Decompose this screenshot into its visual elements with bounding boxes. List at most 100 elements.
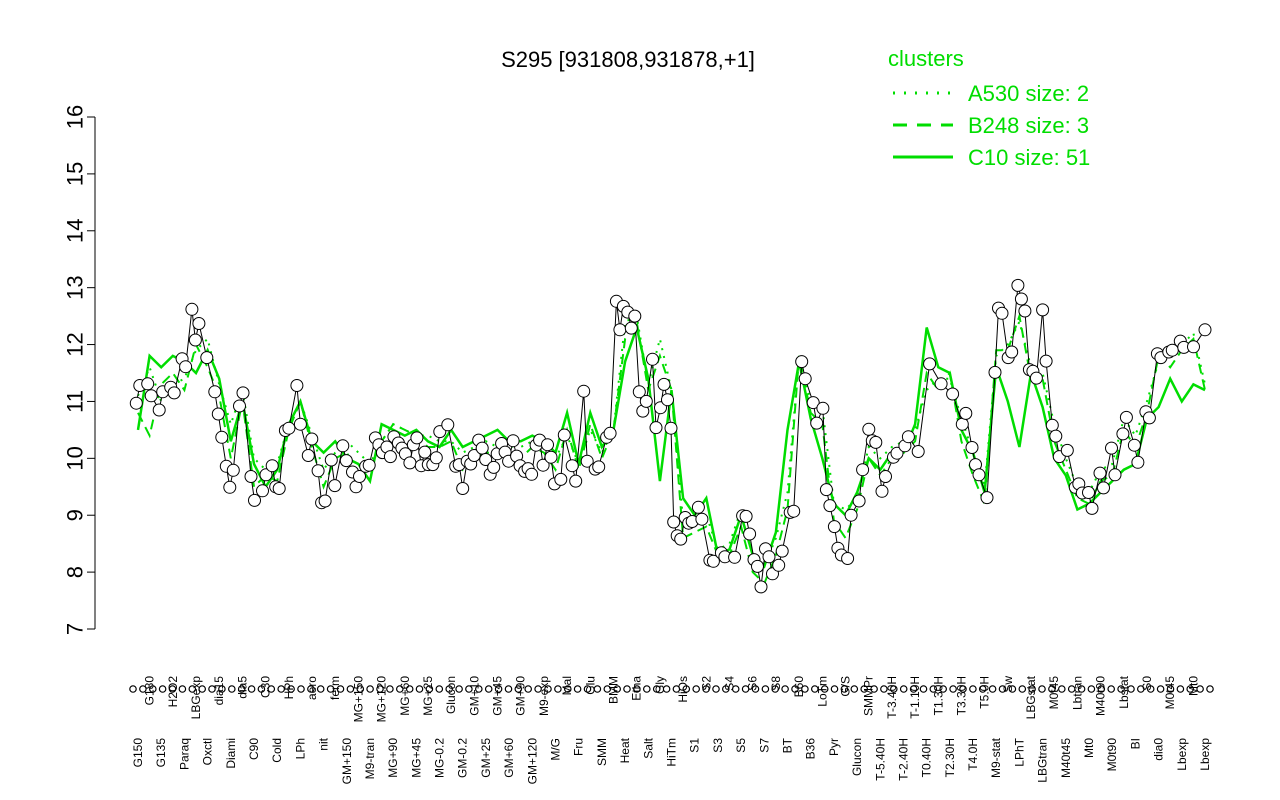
- rug-mark: [277, 685, 286, 693]
- data-point: [995, 306, 1009, 320]
- data-point: [1085, 501, 1099, 515]
- data-point: [403, 456, 417, 470]
- y-tick-label: 8: [63, 566, 88, 578]
- axes: 7 8 9 10 11 12 13 14 15 16: [63, 105, 96, 635]
- rug-mark: [356, 685, 365, 693]
- x-tick-label: SMM: [595, 738, 609, 766]
- rug-mark: [712, 685, 720, 693]
- data-point: [806, 396, 820, 410]
- rug-mark: [801, 685, 809, 693]
- data-point: [282, 421, 296, 435]
- x-tick-label: Diami: [224, 738, 238, 769]
- series-line-solid: [136, 322, 1206, 569]
- x-tick-label: Cold: [270, 738, 284, 763]
- data-point: [185, 302, 199, 316]
- data-point: [1187, 340, 1200, 354]
- x-tick-label: Etha: [630, 676, 644, 701]
- x-tick-label: aero: [305, 676, 319, 700]
- rug-mark: [405, 685, 414, 693]
- data-point: [525, 467, 539, 481]
- data-point: [544, 450, 558, 464]
- data-point: [739, 509, 753, 523]
- x-tick-label: HiTm: [665, 738, 679, 767]
- rug-mark: [297, 685, 305, 693]
- data-point: [152, 403, 166, 417]
- data-point: [646, 352, 659, 366]
- data-point: [318, 494, 332, 508]
- x-tick-label: S6: [746, 676, 760, 691]
- x-tick-label: T-1.10H: [908, 676, 922, 719]
- rug-mark: [889, 685, 898, 693]
- x-tick-label: Paraq: [177, 738, 191, 770]
- rug-mark: [781, 685, 789, 693]
- data-point: [141, 377, 155, 391]
- data-point: [293, 417, 307, 431]
- rug-mark: [445, 685, 454, 693]
- data-point: [1082, 486, 1095, 499]
- rug-mark: [988, 685, 997, 693]
- legend-label: A530 size: 2: [968, 81, 1089, 106]
- rug-mark: [149, 685, 157, 693]
- rug-mark: [692, 685, 701, 693]
- rug-mark: [376, 685, 384, 693]
- x-tick-label: M9-tran: [363, 738, 377, 779]
- y-tick-label: 12: [63, 332, 88, 356]
- x-tick-label: G150: [131, 738, 145, 768]
- rug-mark: [1107, 685, 1116, 693]
- rug-mark: [208, 685, 216, 693]
- x-tick-label: GM+90: [514, 676, 528, 716]
- data-point: [946, 387, 960, 401]
- x-tick-label: MG+150: [351, 676, 365, 723]
- rug-mark: [633, 685, 641, 693]
- x-tick-label: M9-stat: [989, 737, 1003, 778]
- x-tick-label: LBGexp: [189, 676, 203, 720]
- rug-mark: [484, 685, 493, 693]
- rug-mark: [316, 685, 325, 693]
- x-tick-label: dia15: [212, 676, 226, 706]
- rug-mark: [366, 685, 374, 693]
- x-tick-label: B36: [804, 738, 818, 760]
- data-point: [1049, 429, 1063, 443]
- x-tick-label: T-2.40H: [897, 738, 911, 781]
- x-tick-label: Pyr: [827, 738, 841, 756]
- data-point: [823, 499, 837, 513]
- rug-mark: [139, 685, 147, 693]
- data-point: [339, 454, 353, 468]
- rug-mark: [761, 685, 770, 693]
- rug-mark: [850, 685, 859, 693]
- rug-mark: [1058, 685, 1066, 693]
- x-tick-label: G135: [154, 738, 168, 768]
- data-point: [980, 491, 994, 505]
- x-tick-label: Lbtran: [1070, 676, 1084, 710]
- data-point: [233, 399, 246, 413]
- rug-mark: [257, 685, 266, 693]
- data-point: [661, 393, 674, 407]
- data-point: [256, 484, 269, 498]
- rug-mark: [613, 685, 622, 693]
- data-point: [429, 451, 443, 465]
- rug-mark: [178, 685, 187, 693]
- rug-mark: [524, 685, 533, 693]
- x-tick-label: Glu: [583, 676, 597, 695]
- y-tick-label: 14: [63, 219, 88, 243]
- data-point: [649, 421, 663, 435]
- data-points: [129, 278, 1212, 594]
- x-tick-label: dia5: [235, 676, 249, 699]
- legend: clusters A530 size: 2 B248 size: 3 C10 siz…: [888, 46, 1090, 170]
- x-tick-label: Oxctl: [201, 738, 215, 765]
- x-tick-label: H2O2: [166, 676, 180, 708]
- data-point: [988, 365, 1002, 379]
- x-tick-label: M/G: [549, 738, 563, 761]
- y-tick-label: 9: [63, 509, 88, 521]
- data-point: [862, 422, 876, 436]
- data-point: [577, 384, 591, 398]
- rug-mark: [672, 685, 681, 693]
- x-tick-label: Glucon: [444, 676, 458, 714]
- data-point: [565, 459, 579, 473]
- x-tick-label: S7: [757, 738, 771, 753]
- data-point: [324, 453, 338, 467]
- rug-mark: [939, 685, 948, 693]
- data-point: [1060, 443, 1074, 457]
- x-tick-label: T-3.40H: [885, 676, 899, 719]
- data-point: [795, 355, 809, 369]
